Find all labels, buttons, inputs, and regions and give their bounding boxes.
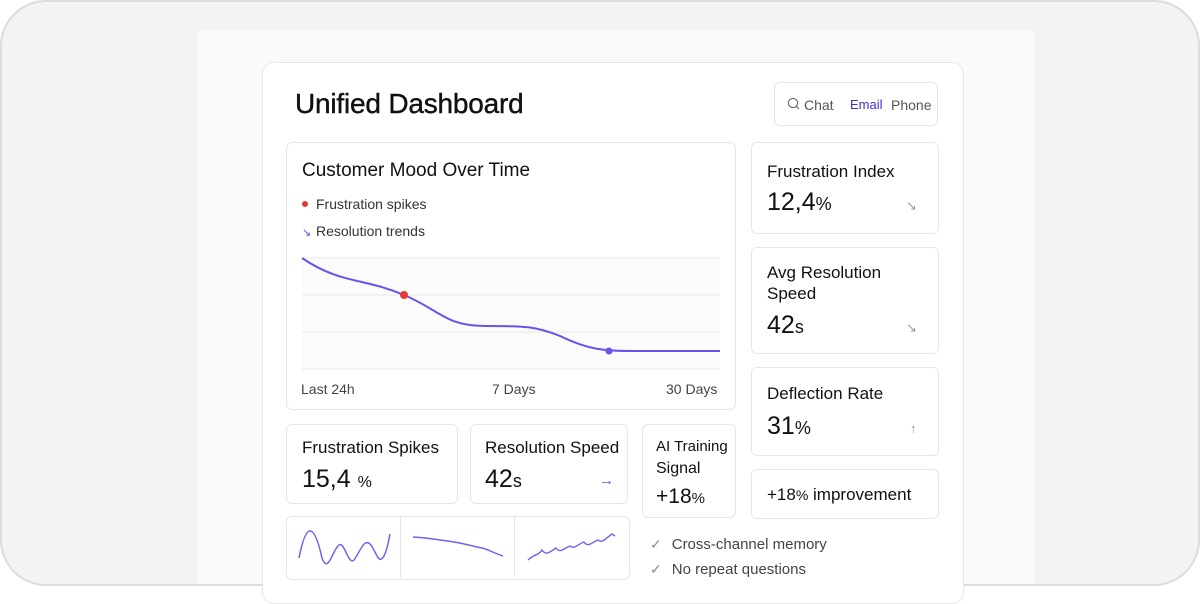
tab-email[interactable]: Email bbox=[850, 97, 883, 112]
improvement-label: improvement bbox=[813, 485, 912, 504]
x-label-24h: Last 24h bbox=[301, 381, 355, 397]
deflection-label: Deflection Rate bbox=[767, 384, 884, 403]
checkmark-icon: ✓ bbox=[650, 536, 662, 552]
channel-tabs: Chat Email Phone bbox=[774, 82, 938, 126]
red-dot-icon bbox=[302, 201, 308, 208]
avg-resolution-label-2: Speed bbox=[767, 284, 817, 303]
trend-down-icon: ↘ bbox=[906, 320, 917, 335]
x-label-7d: 7 Days bbox=[492, 381, 536, 397]
resolution-speed-unit: s bbox=[512, 471, 522, 491]
deflection-number: 31 bbox=[767, 412, 795, 440]
resolution-trend-line bbox=[301, 257, 720, 352]
legend-frustration-label: Frustration spikes bbox=[316, 196, 427, 212]
frustration-spikes-unit: % bbox=[357, 474, 372, 491]
sparkline-resolution bbox=[412, 536, 504, 557]
frustration-index-label: Frustration Index bbox=[767, 162, 895, 181]
resolution-speed-number: 42 bbox=[485, 465, 513, 493]
divider bbox=[514, 517, 515, 578]
frustration-spikes-card bbox=[286, 424, 458, 504]
feature-label: No repeat questions bbox=[671, 561, 806, 578]
sparkline-ai-training bbox=[527, 533, 616, 561]
frustration-index-card bbox=[751, 142, 939, 234]
ai-training-number: +18 bbox=[656, 485, 692, 508]
checkmark-icon: ✓ bbox=[650, 561, 662, 577]
frustration-index-number: 12,4 bbox=[767, 188, 816, 216]
ai-training-card bbox=[642, 424, 736, 518]
feature-item-memory: ✓ Cross-channel memory bbox=[650, 536, 827, 553]
avg-resolution-label-1: Avg Resolution bbox=[767, 263, 882, 282]
legend-resolution: ↘ Resolution trends bbox=[302, 223, 425, 239]
trend-down-icon: ↘ bbox=[906, 198, 917, 213]
ai-training-label-2: Signal bbox=[656, 460, 701, 477]
deflection-value: 31% bbox=[767, 412, 811, 441]
deflection-card bbox=[751, 367, 939, 456]
frustration-index-value: 12,4% bbox=[767, 188, 832, 217]
frustration-spikes-value: 15,4 % bbox=[302, 465, 372, 494]
frustration-spikes-number: 15,4 bbox=[302, 465, 351, 493]
legend-frustration: Frustration spikes bbox=[302, 196, 426, 212]
trend-down-icon: ↘ bbox=[302, 227, 312, 239]
improvement-card bbox=[751, 469, 939, 519]
avg-resolution-value: 42s bbox=[767, 311, 804, 340]
ai-training-label-1: AI Training bbox=[656, 438, 728, 455]
divider bbox=[400, 517, 401, 578]
deflection-unit: % bbox=[794, 418, 811, 438]
feature-item-no-repeat: ✓ No repeat questions bbox=[650, 561, 806, 578]
avg-resolution-unit: s bbox=[794, 317, 804, 337]
ai-training-value: +18% bbox=[656, 485, 705, 509]
frustration-index-unit: % bbox=[815, 194, 832, 214]
resolution-speed-value: 42s bbox=[485, 465, 522, 494]
x-label-30d: 30 Days bbox=[666, 381, 718, 397]
frustration-spikes-label: Frustration Spikes bbox=[302, 438, 439, 457]
avg-resolution-number: 42 bbox=[767, 311, 795, 339]
arrow-right-icon: → bbox=[599, 472, 614, 489]
tab-phone[interactable]: Phone bbox=[891, 97, 932, 113]
improvement-number: +18 bbox=[767, 485, 796, 504]
search-icon bbox=[787, 97, 801, 116]
resolution-speed-label: Resolution Speed bbox=[485, 438, 620, 457]
chart-title: Customer Mood Over Time bbox=[302, 160, 531, 181]
mood-chart bbox=[301, 257, 720, 370]
improvement-text: +18% improvement bbox=[767, 484, 911, 506]
resolution-point-marker bbox=[605, 347, 613, 355]
feature-label: Cross-channel memory bbox=[671, 536, 827, 553]
resolution-speed-card bbox=[470, 424, 628, 504]
legend-resolution-label: Resolution trends bbox=[316, 223, 425, 239]
improvement-unit: % bbox=[795, 487, 809, 503]
avg-resolution-card bbox=[751, 247, 939, 354]
ai-training-unit: % bbox=[691, 490, 705, 507]
sparkline-frustration bbox=[298, 530, 391, 565]
frustration-spike-marker bbox=[400, 291, 408, 299]
page-title: Unified Dashboard bbox=[295, 88, 524, 119]
tab-chat[interactable]: Chat bbox=[804, 97, 834, 113]
trend-up-icon: ↑ bbox=[910, 421, 917, 436]
